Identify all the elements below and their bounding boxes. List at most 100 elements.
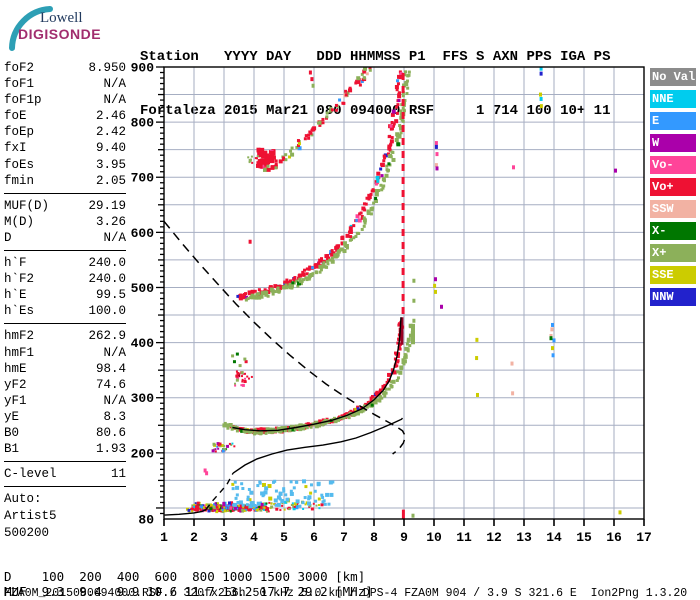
param-row-hf2: h`F2 240.0	[4, 271, 126, 287]
param-label: M(D)	[4, 214, 35, 229]
param-row-hmf1: hmF1 N/A	[4, 345, 126, 361]
param-value: 8.3	[103, 409, 126, 424]
param-label: fmin	[4, 173, 35, 188]
param-label: h`E	[4, 288, 27, 303]
param-label: foF1p	[4, 93, 42, 108]
status-line: FZA0M_2015080094000.RSF / 320fx256h 50 k…	[4, 587, 688, 600]
param-value: N/A	[103, 345, 126, 360]
legend-item-w: W	[650, 134, 696, 152]
legend-item-nne: NNE	[650, 90, 696, 108]
lowell-digisonde-logo: Lowell DIGISONDE	[6, 4, 126, 52]
y-axis-label-800: 800	[131, 116, 155, 131]
param-value: 9.40	[95, 141, 126, 156]
param-label: foE	[4, 109, 27, 124]
param-value: 98.4	[95, 361, 126, 376]
trace-F-trace-3hop	[262, 67, 372, 172]
y-axis-label-500: 500	[131, 281, 155, 296]
param-row-fof1p: foF1p N/A	[4, 92, 126, 108]
header-values: Fortaleza 2015 Mar21 080 094000 RSF 1 71…	[140, 103, 611, 119]
measurement-header: Station YYYY DAY DDD HHMMSS P1 FFS S AXN…	[140, 12, 610, 156]
trace-F-trace-X-2hop	[244, 70, 411, 302]
d-muf-table: D 100 200 400 600 800 1000 1500 3000 [km…	[4, 568, 373, 599]
param-label: foEp	[4, 125, 35, 140]
param-label: B0	[4, 425, 20, 440]
param-label: hmE	[4, 361, 27, 376]
param-value: N/A	[103, 93, 126, 108]
param-value: 240.0	[88, 256, 126, 271]
x-axis-label-9: 9	[400, 530, 408, 545]
param-row-hf: h`F 240.0	[4, 255, 126, 271]
param-value: 99.5	[95, 288, 126, 303]
trace-F-trace-X-1hop	[222, 323, 415, 436]
logo-text-lowell: Lowell	[40, 10, 83, 26]
param-row-fxi: fxI 9.40	[4, 140, 126, 156]
param-label: yF1	[4, 393, 27, 408]
param-label: B1	[4, 442, 20, 457]
param-value: 240.0	[88, 272, 126, 287]
param-row-yf2: yF2 74.6	[4, 377, 126, 393]
legend-item-ssw: SSW	[650, 200, 696, 218]
separator-line	[4, 323, 126, 325]
param-value: N/A	[103, 77, 126, 92]
param-label: h`Es	[4, 304, 35, 319]
y-axis-label-700: 700	[131, 171, 155, 186]
param-row-he: h`E 99.5	[4, 287, 126, 303]
param-value: 74.6	[95, 377, 126, 392]
x-axis-label-15: 15	[576, 530, 592, 545]
param-row-fof2: foF2 8.950	[4, 60, 126, 76]
param-value: 3.26	[95, 214, 126, 229]
param-label: foEs	[4, 157, 35, 172]
x-axis-label-6: 6	[310, 530, 318, 545]
x-axis-label-17: 17	[636, 530, 652, 545]
param-label: hmF2	[4, 329, 35, 344]
param-value: 8.950	[88, 61, 126, 75]
param-value: N/A	[103, 393, 126, 408]
trace-F-trace-O-1hop	[229, 320, 405, 435]
param-row-hes: h`Es 100.0	[4, 303, 126, 319]
legend-item-x-: X-	[650, 222, 696, 240]
param-value: 262.9	[88, 329, 126, 344]
y-axis-label-80: 80	[138, 513, 154, 528]
region-cluster-340km	[234, 370, 253, 387]
separator-line	[4, 192, 126, 194]
legend-item-sse: SSE	[650, 266, 696, 284]
legend-item-x+: X+	[650, 244, 696, 262]
param-value: 1.93	[95, 442, 126, 457]
logo-text-digisonde: DIGISONDE	[18, 26, 102, 42]
param-row-foe: foE 2.46	[4, 108, 126, 124]
region-cluster-370km	[231, 352, 248, 368]
param-label: foF2	[4, 61, 35, 75]
x-axis-label-10: 10	[426, 530, 442, 545]
param-value: 3.95	[95, 157, 126, 172]
y-axis-label-600: 600	[131, 226, 155, 241]
legend-item-e: E	[650, 112, 696, 130]
param-label: h`F2	[4, 272, 35, 287]
param-row-foes: foEs 3.95	[4, 157, 126, 173]
param-value: 11	[110, 467, 126, 482]
x-axis-label-11: 11	[456, 530, 472, 545]
param-row-hmf2: hmF2 262.9	[4, 328, 126, 344]
param-label: D	[4, 230, 12, 245]
echo-direction-legend: No Val NNE E W Vo- Vo+ SSW X- X+ SSE NNW	[650, 68, 698, 310]
param-row-md: M(D) 3.26	[4, 214, 126, 230]
param-row-ye: yE 8.3	[4, 409, 126, 425]
header-column-names: Station YYYY DAY DDD HHMMSS P1 FFS S AXN…	[140, 49, 611, 65]
region-third-hop-red-blob	[255, 147, 276, 170]
param-label: fxI	[4, 141, 27, 156]
param-label: hmF1	[4, 345, 35, 360]
curve-muf-transmission-curve	[164, 220, 407, 455]
x-axis-label-1: 1	[160, 530, 168, 545]
x-axis-label-2: 2	[190, 530, 198, 545]
logo-arc-icon	[9, 6, 53, 51]
chart-data-layer	[164, 67, 622, 519]
x-axis-label-4: 4	[250, 530, 258, 545]
x-axis-label-3: 3	[220, 530, 228, 545]
param-value: 2.05	[95, 173, 126, 188]
x-axis-label-14: 14	[546, 530, 562, 545]
y-axis-label-300: 300	[131, 391, 155, 406]
param-label: yF2	[4, 377, 27, 392]
x-axis-label-13: 13	[516, 530, 532, 545]
param-label: C-level	[4, 467, 57, 482]
x-axis-label-5: 5	[280, 530, 288, 545]
